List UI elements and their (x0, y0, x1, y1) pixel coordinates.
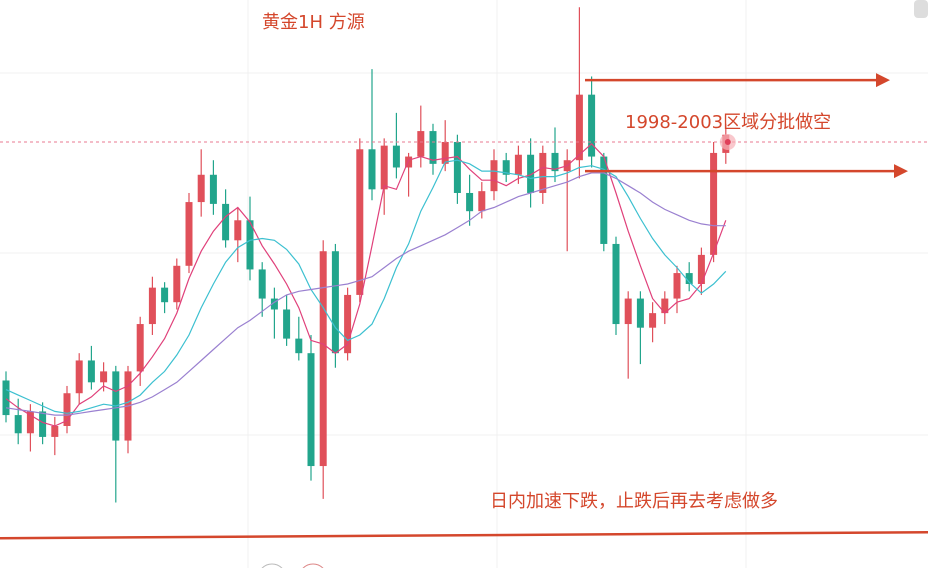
annotation: 1998-2003区域分批做空 (625, 112, 831, 133)
corner-icon[interactable] (914, 0, 928, 18)
moving-average (5, 172, 726, 416)
candle-body (319, 251, 327, 467)
candle-body (307, 353, 315, 467)
candle-body (466, 192, 474, 212)
candle-body (100, 371, 108, 383)
candle-body (368, 149, 376, 190)
candle-body (344, 294, 352, 354)
candle-body (478, 191, 486, 212)
candle-body (502, 160, 510, 175)
zone-arrowhead (876, 73, 890, 88)
candle-body (356, 149, 364, 295)
candle-body (661, 298, 669, 314)
candle-body (161, 287, 169, 303)
candle-body (600, 156, 608, 244)
candle-body (710, 152, 718, 255)
candle-body (636, 298, 644, 328)
candle-body (514, 154, 522, 175)
candle-body (234, 220, 242, 241)
candle-body (185, 202, 193, 266)
candle-body (173, 265, 181, 303)
price-dot (724, 139, 731, 145)
candle-body (148, 287, 156, 325)
candle-body (673, 273, 681, 299)
candle-body (429, 131, 437, 164)
candle-body (417, 131, 425, 157)
candle-body (295, 338, 303, 354)
candle-body (14, 415, 22, 434)
candle-body (527, 154, 535, 193)
candle-body (136, 324, 144, 372)
candle-body (246, 220, 254, 270)
candle-body (270, 298, 278, 310)
candle-body (258, 269, 266, 299)
candle-body (685, 273, 693, 284)
candle-body (75, 360, 83, 394)
candle-body (283, 309, 291, 339)
annotation: 日内加速下跌，止跌后再去考虑做多 (490, 491, 778, 512)
candle-body (39, 411, 47, 437)
candle-body (63, 393, 71, 426)
candle-body (453, 142, 461, 193)
candle-body (575, 94, 583, 161)
toolbar-button[interactable] (258, 563, 286, 568)
candle-body (209, 174, 217, 204)
candle-body (26, 411, 34, 434)
candle-body (392, 145, 400, 168)
candle-body (588, 94, 596, 157)
support-line (0, 530, 928, 540)
moving-average (5, 142, 727, 427)
candle-body (697, 254, 705, 284)
candle-body (612, 243, 620, 325)
candle-body (2, 380, 10, 416)
candle-body (551, 152, 559, 172)
candle-body (441, 142, 449, 164)
candle-body (222, 203, 230, 241)
candle-body (380, 145, 388, 190)
candle-body (624, 298, 632, 325)
chart-title: 黄金1H 方源 (262, 12, 365, 33)
candle-body (51, 426, 59, 437)
candle-body (331, 251, 339, 354)
candle-body (405, 156, 413, 168)
candle-body (539, 152, 547, 193)
candle-body (87, 360, 95, 383)
toolbar-button[interactable] (299, 563, 327, 568)
candle-body (649, 313, 657, 328)
candle-body (490, 160, 498, 192)
zone-arrowhead (894, 164, 908, 179)
candle-body (197, 174, 205, 203)
